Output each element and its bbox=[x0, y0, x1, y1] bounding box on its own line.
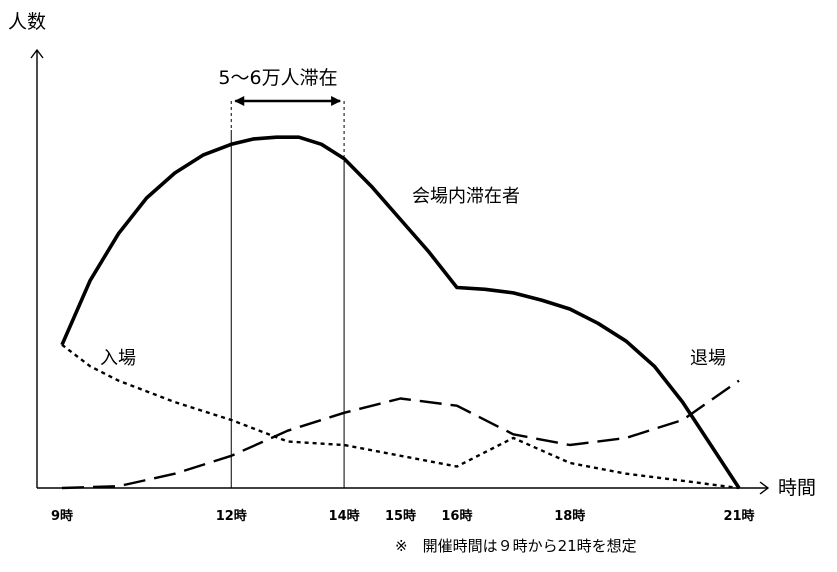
x-tick-label: 21時 bbox=[723, 508, 754, 524]
footnote: ※ 開催時間は９時から21時を想定 bbox=[395, 537, 637, 555]
x-axis-label: 時間 bbox=[778, 477, 816, 499]
x-tick-label: 18時 bbox=[554, 508, 585, 524]
series-layer bbox=[60, 135, 741, 490]
x-tick-label: 14時 bbox=[329, 508, 360, 524]
x-ticks: 9時 12時 14時 15時 16時 18時 21時 bbox=[51, 508, 755, 524]
range-label: 5～6万人滞在 bbox=[218, 67, 337, 89]
series-line-exit bbox=[61, 379, 740, 490]
y-axis-label: 人数 bbox=[8, 11, 46, 33]
series-label-stay: 会場内滞在者 bbox=[412, 186, 520, 207]
x-tick-label: 12時 bbox=[216, 508, 247, 524]
series-label-exit: 退場 bbox=[690, 348, 726, 369]
x-tick-label: 15時 bbox=[385, 508, 416, 524]
series-line-entry bbox=[61, 343, 740, 490]
series-label-entry: 入場 bbox=[100, 348, 136, 369]
x-tick-label: 9時 bbox=[51, 508, 73, 524]
series-line-stay bbox=[60, 135, 741, 489]
x-tick-label: 16時 bbox=[441, 508, 472, 524]
